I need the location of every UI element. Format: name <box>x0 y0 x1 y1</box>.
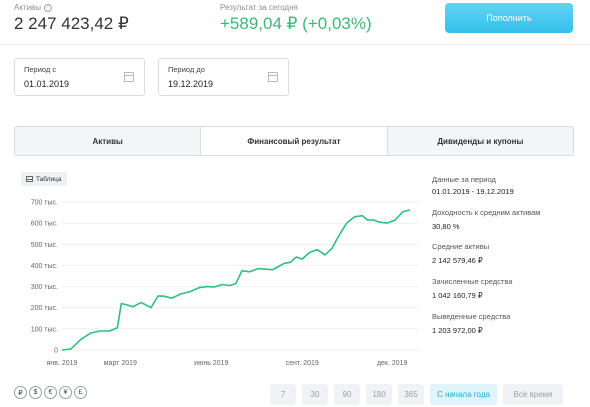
y-tick-label: 400 тыс. <box>31 263 58 270</box>
currency-jpy-button[interactable]: ¥ <box>59 386 72 399</box>
y-tick-label: 700 тыс. <box>31 200 58 207</box>
tab-dividends[interactable]: Дивиденды и купоны <box>437 136 524 146</box>
assets-value: 2 247 423,42 ₽ <box>14 14 129 33</box>
currency-gbp-button[interactable]: £ <box>74 386 87 399</box>
range-selector: 7 30 90 180 365 С начала года Всё время <box>270 384 563 405</box>
table-icon <box>26 176 33 182</box>
topup-button[interactable]: Пополнить <box>445 3 573 33</box>
y-tick-label: 100 тыс. <box>31 326 58 333</box>
divider <box>0 44 590 45</box>
range-365-button[interactable]: 365 <box>398 384 424 405</box>
range-ytd-button[interactable]: С начала года <box>430 384 497 405</box>
range-all-button[interactable]: Всё время <box>503 384 563 405</box>
period-to-value: 19.12.2019 <box>168 79 214 89</box>
series-line <box>61 209 411 351</box>
range-30-button[interactable]: 30 <box>302 384 328 405</box>
table-toggle-button[interactable]: Таблица <box>21 172 67 186</box>
currency-selector: ₽ $ € ¥ £ <box>14 386 87 399</box>
tab-financial-result[interactable]: Финансовый результат <box>200 127 388 155</box>
x-tick-label: сент. 2019 <box>286 360 319 367</box>
currency-eur-button[interactable]: € <box>44 386 57 399</box>
period-to-label: Период до <box>168 65 205 74</box>
stat-value-avg-assets: 2 142 579,46 ₽ <box>432 256 483 265</box>
y-tick-label: 600 тыс. <box>31 221 58 228</box>
stat-value-yield: 30,80 % <box>432 222 460 231</box>
currency-rub-button[interactable]: ₽ <box>14 386 27 399</box>
y-tick-label: 0 <box>54 348 58 355</box>
period-from-field[interactable]: Период с 01.01.2019 <box>14 58 145 96</box>
stat-value-deposited: 1 042 160,79 ₽ <box>432 291 483 300</box>
result-value: +589,04 ₽ (+0,03%) <box>220 14 372 33</box>
stat-label-withdrawn: Выведенные средства <box>432 312 511 321</box>
period-from-value: 01.01.2019 <box>24 79 70 89</box>
assets-label: Активы i <box>14 3 53 12</box>
table-toggle-label: Таблица <box>36 175 62 183</box>
range-90-button[interactable]: 90 <box>334 384 360 405</box>
x-tick-label: июнь 2019 <box>194 360 228 367</box>
y-tick-label: 200 тыс. <box>31 305 58 312</box>
y-tick-label: 300 тыс. <box>31 284 58 291</box>
y-tick-label: 500 тыс. <box>31 242 58 249</box>
range-180-button[interactable]: 180 <box>366 384 392 405</box>
x-tick-label: дек. 2019 <box>377 360 408 367</box>
result-label: Результат за сегодня <box>220 3 298 12</box>
period-to-field[interactable]: Период до 19.12.2019 <box>158 58 289 96</box>
tabs: Активы Финансовый результат Дивиденды и … <box>14 126 574 156</box>
stat-label-yield: Доходность к средним активам <box>432 208 541 217</box>
info-icon[interactable]: i <box>44 3 53 12</box>
period-from-label: Период с <box>24 65 57 74</box>
tab-assets[interactable]: Активы <box>92 136 123 146</box>
assets-label-text: Активы <box>14 3 42 12</box>
currency-usd-button[interactable]: $ <box>29 386 42 399</box>
stat-label-deposited: Зачисленные средства <box>432 277 513 286</box>
stat-label-avg-assets: Средние активы <box>432 242 490 251</box>
stat-label-period: Данные за период <box>432 175 496 184</box>
x-tick-label: янв. 2019 <box>47 360 78 367</box>
calendar-icon[interactable] <box>124 72 134 82</box>
range-7-button[interactable]: 7 <box>270 384 296 405</box>
x-tick-label: март 2019 <box>104 360 137 367</box>
stat-value-withdrawn: 1 203 972,00 ₽ <box>432 326 483 335</box>
financial-result-chart: 0 100 тыс. 200 тыс. 300 тыс. 400 тыс. 500 тыс… <box>31 200 418 367</box>
calendar-icon[interactable] <box>268 72 278 82</box>
stat-value-period: 01.01.2019 - 19.12.2019 <box>432 187 514 196</box>
